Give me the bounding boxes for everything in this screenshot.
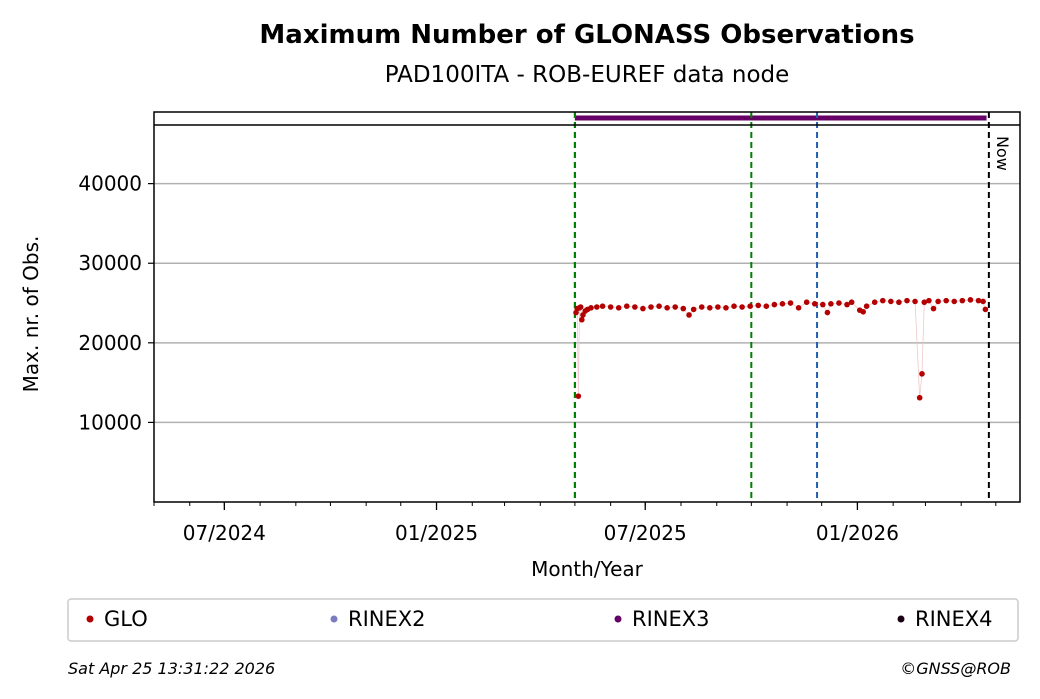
glo-point <box>599 303 606 310</box>
glo-point <box>755 302 762 309</box>
legend-box <box>67 598 1019 642</box>
glo-point <box>575 393 582 399</box>
glo-point <box>871 299 878 306</box>
legend-marker-rinex2 <box>330 615 338 623</box>
chart-title: Maximum Number of GLONASS Observations <box>259 20 914 50</box>
glo-point <box>824 309 831 316</box>
glo-point <box>860 308 866 315</box>
glo-point <box>615 304 622 311</box>
glo-point <box>779 301 786 307</box>
glo-point <box>935 298 941 305</box>
glo-point <box>747 303 753 310</box>
glo-point <box>844 301 850 308</box>
glo-point <box>698 304 705 310</box>
glo-point <box>715 304 721 310</box>
chart-subtitle: PAD100ITA - ROB-EUREF data node <box>385 62 790 88</box>
glo-point <box>771 301 778 308</box>
now-label: Now <box>993 136 1012 171</box>
glo-point <box>632 304 638 310</box>
glo-point <box>916 394 923 401</box>
glo-point <box>588 304 594 311</box>
legend-item-glo: GLO <box>86 607 148 631</box>
glo-point <box>623 303 630 310</box>
glo-point <box>577 304 584 310</box>
glo-point <box>951 298 958 305</box>
glo-point <box>982 306 989 313</box>
glo-point <box>795 304 802 311</box>
glo-point <box>930 305 937 312</box>
legend-label-rinex3: RINEX3 <box>632 607 710 631</box>
glo-point <box>731 303 737 310</box>
glo-point <box>690 306 697 313</box>
grid-lines <box>154 182 1020 424</box>
glo-point <box>919 371 925 377</box>
x-tick-label: 01/2025 <box>395 521 478 545</box>
glo-point <box>912 298 918 305</box>
glo-point <box>848 299 855 306</box>
event-lines <box>573 112 990 502</box>
glo-point <box>836 300 842 306</box>
glo-point <box>640 305 646 312</box>
glo-point <box>967 297 974 303</box>
glo-point <box>656 303 662 310</box>
glo-point <box>707 304 713 311</box>
glo-point <box>664 304 670 311</box>
x-axis-ticks: 07/2024 01/2025 07/2025 01/2026 <box>153 502 997 545</box>
legend-label-rinex4: RINEX4 <box>915 607 993 631</box>
glo-point <box>896 299 902 306</box>
y-axis-label: Max. nr. of Obs. <box>19 236 43 393</box>
legend-marker-rinex3 <box>614 615 622 623</box>
legend-label-glo: GLO <box>104 607 148 631</box>
glo-point <box>921 299 928 306</box>
x-tick-label: 01/2026 <box>816 521 899 545</box>
glo-point <box>828 301 834 307</box>
glo-point <box>686 312 692 318</box>
glo-point <box>607 304 614 310</box>
glo-point <box>680 305 687 312</box>
glo-point <box>594 304 600 310</box>
y-tick-label: 10000 <box>78 410 142 434</box>
legend-item-rinex3: RINEX3 <box>614 607 710 631</box>
glo-point <box>672 304 679 310</box>
glo-point <box>879 297 886 304</box>
glo-point <box>904 297 910 304</box>
legend-label-rinex2: RINEX2 <box>348 607 426 631</box>
legend-item-rinex4: RINEX4 <box>897 607 993 631</box>
glo-point <box>763 303 770 310</box>
footer-timestamp: Sat Apr 25 13:31:22 2026 <box>68 659 275 678</box>
legend-marker-glo <box>86 615 94 623</box>
plot-frame <box>153 111 1021 503</box>
glo-point <box>975 297 982 304</box>
glo-point <box>648 304 654 310</box>
glo-point <box>820 301 826 308</box>
glo-point <box>863 303 870 310</box>
y-tick-label: 30000 <box>78 251 142 275</box>
glo-point <box>959 297 966 304</box>
glo-point <box>943 297 949 304</box>
glo-connector <box>575 299 986 398</box>
glo-point <box>803 299 810 306</box>
glo-point <box>579 316 585 323</box>
y-tick-label: 40000 <box>78 172 142 196</box>
glo-point <box>787 300 794 306</box>
glo-point <box>811 301 818 307</box>
x-axis-label: Month/Year <box>531 557 644 581</box>
x-tick-label: 07/2025 <box>604 521 687 545</box>
data-points <box>573 297 989 401</box>
glo-point <box>723 304 729 311</box>
footer-credit: ©GNSS@ROB <box>900 659 1011 678</box>
y-tick-label: 20000 <box>78 331 142 355</box>
legend-item-rinex2: RINEX2 <box>330 607 426 631</box>
legend-marker-rinex4 <box>897 615 905 623</box>
x-tick-label: 07/2024 <box>183 521 266 545</box>
y-axis-ticks: 10000 20000 30000 40000 <box>78 172 154 434</box>
glo-point <box>888 298 894 305</box>
glo-point <box>980 298 986 305</box>
glo-point <box>926 297 932 304</box>
glo-point <box>739 304 745 310</box>
